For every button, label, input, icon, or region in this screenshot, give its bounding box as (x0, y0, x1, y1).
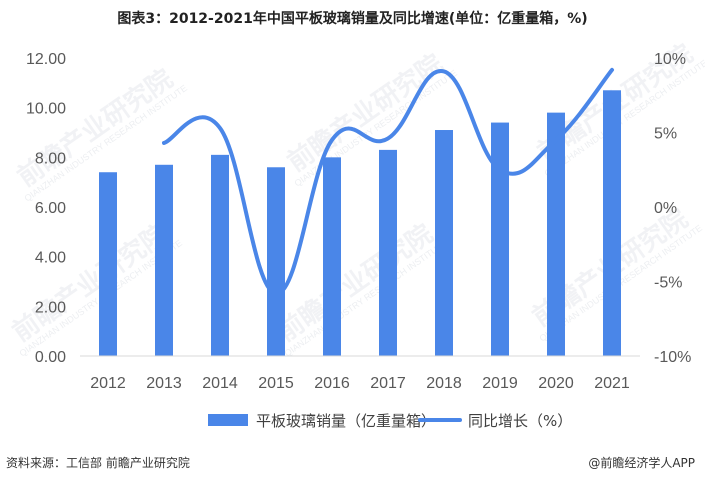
legend-bar-swatch (208, 414, 248, 426)
bar-2014 (211, 154, 229, 356)
y-left-tick: 2.00 (35, 299, 66, 316)
bar-2021 (603, 90, 621, 357)
y-axis-right-ticks: -10% -5% 0% 5% 10% (654, 51, 691, 366)
x-tick-2014: 2014 (202, 375, 238, 392)
legend-bar-label: 平板玻璃销量（亿重量箱） (256, 412, 436, 430)
x-tick-2018: 2018 (426, 375, 462, 392)
bar-2020 (547, 112, 565, 356)
y-left-tick: 4.00 (35, 250, 66, 267)
growth-line (162, 67, 614, 296)
y-right-tick: 0% (654, 200, 677, 217)
x-tick-2016: 2016 (314, 375, 350, 392)
watermark-text: 前瞻产业研究院 (272, 218, 439, 348)
y-left-tick: 6.00 (35, 200, 66, 217)
credit-note: @前瞻经济学人APP (588, 456, 695, 470)
y-left-tick: 10.00 (26, 101, 66, 118)
bar-2017 (379, 149, 397, 356)
x-axis-ticks: 2012 2013 2014 2015 2016 2017 2018 2019 2020 2021 (90, 375, 630, 392)
legend-line-label: 同比增长（%） (468, 412, 572, 430)
x-tick-2015: 2015 (258, 375, 294, 392)
legend: 平板玻璃销量（亿重量箱） 同比增长（%） (208, 412, 572, 430)
x-tick-2012: 2012 (90, 375, 126, 392)
watermark-text: 前瞻产业研究院 (12, 63, 179, 193)
y-right-tick: -10% (654, 349, 691, 366)
watermark-text: 前瞻产业研究院 (7, 218, 174, 348)
watermark-text: 前瞻产业研究院 (282, 48, 449, 178)
x-tick-2019: 2019 (482, 375, 518, 392)
bar-2012 (99, 172, 117, 356)
x-tick-2017: 2017 (370, 375, 406, 392)
y-right-tick: 5% (654, 126, 677, 143)
y-left-tick: 12.00 (26, 51, 66, 68)
x-tick-2013: 2013 (146, 375, 182, 392)
y-left-tick: 8.00 (35, 150, 66, 167)
bar-2019 (491, 122, 509, 356)
y-left-tick: 0.00 (35, 349, 66, 366)
bar-2018 (435, 130, 453, 356)
chart-title: 图表3：2012-2021年中国平板玻璃销量及同比增速(单位：亿重量箱，%) (117, 11, 588, 27)
line-series (162, 67, 614, 296)
bar-2015 (267, 167, 285, 356)
x-tick-2021: 2021 (594, 375, 630, 392)
bar-2016 (323, 157, 341, 356)
y-axis-left-ticks: 0.00 2.00 4.00 6.00 8.00 10.00 12.00 (26, 51, 66, 366)
source-note: 资料来源：工信部 前瞻产业研究院 (6, 456, 190, 470)
y-right-tick: -5% (654, 275, 682, 292)
bar-series (99, 90, 621, 357)
x-tick-2020: 2020 (538, 375, 574, 392)
bar-2013 (155, 164, 173, 356)
y-right-tick: 10% (654, 51, 686, 68)
